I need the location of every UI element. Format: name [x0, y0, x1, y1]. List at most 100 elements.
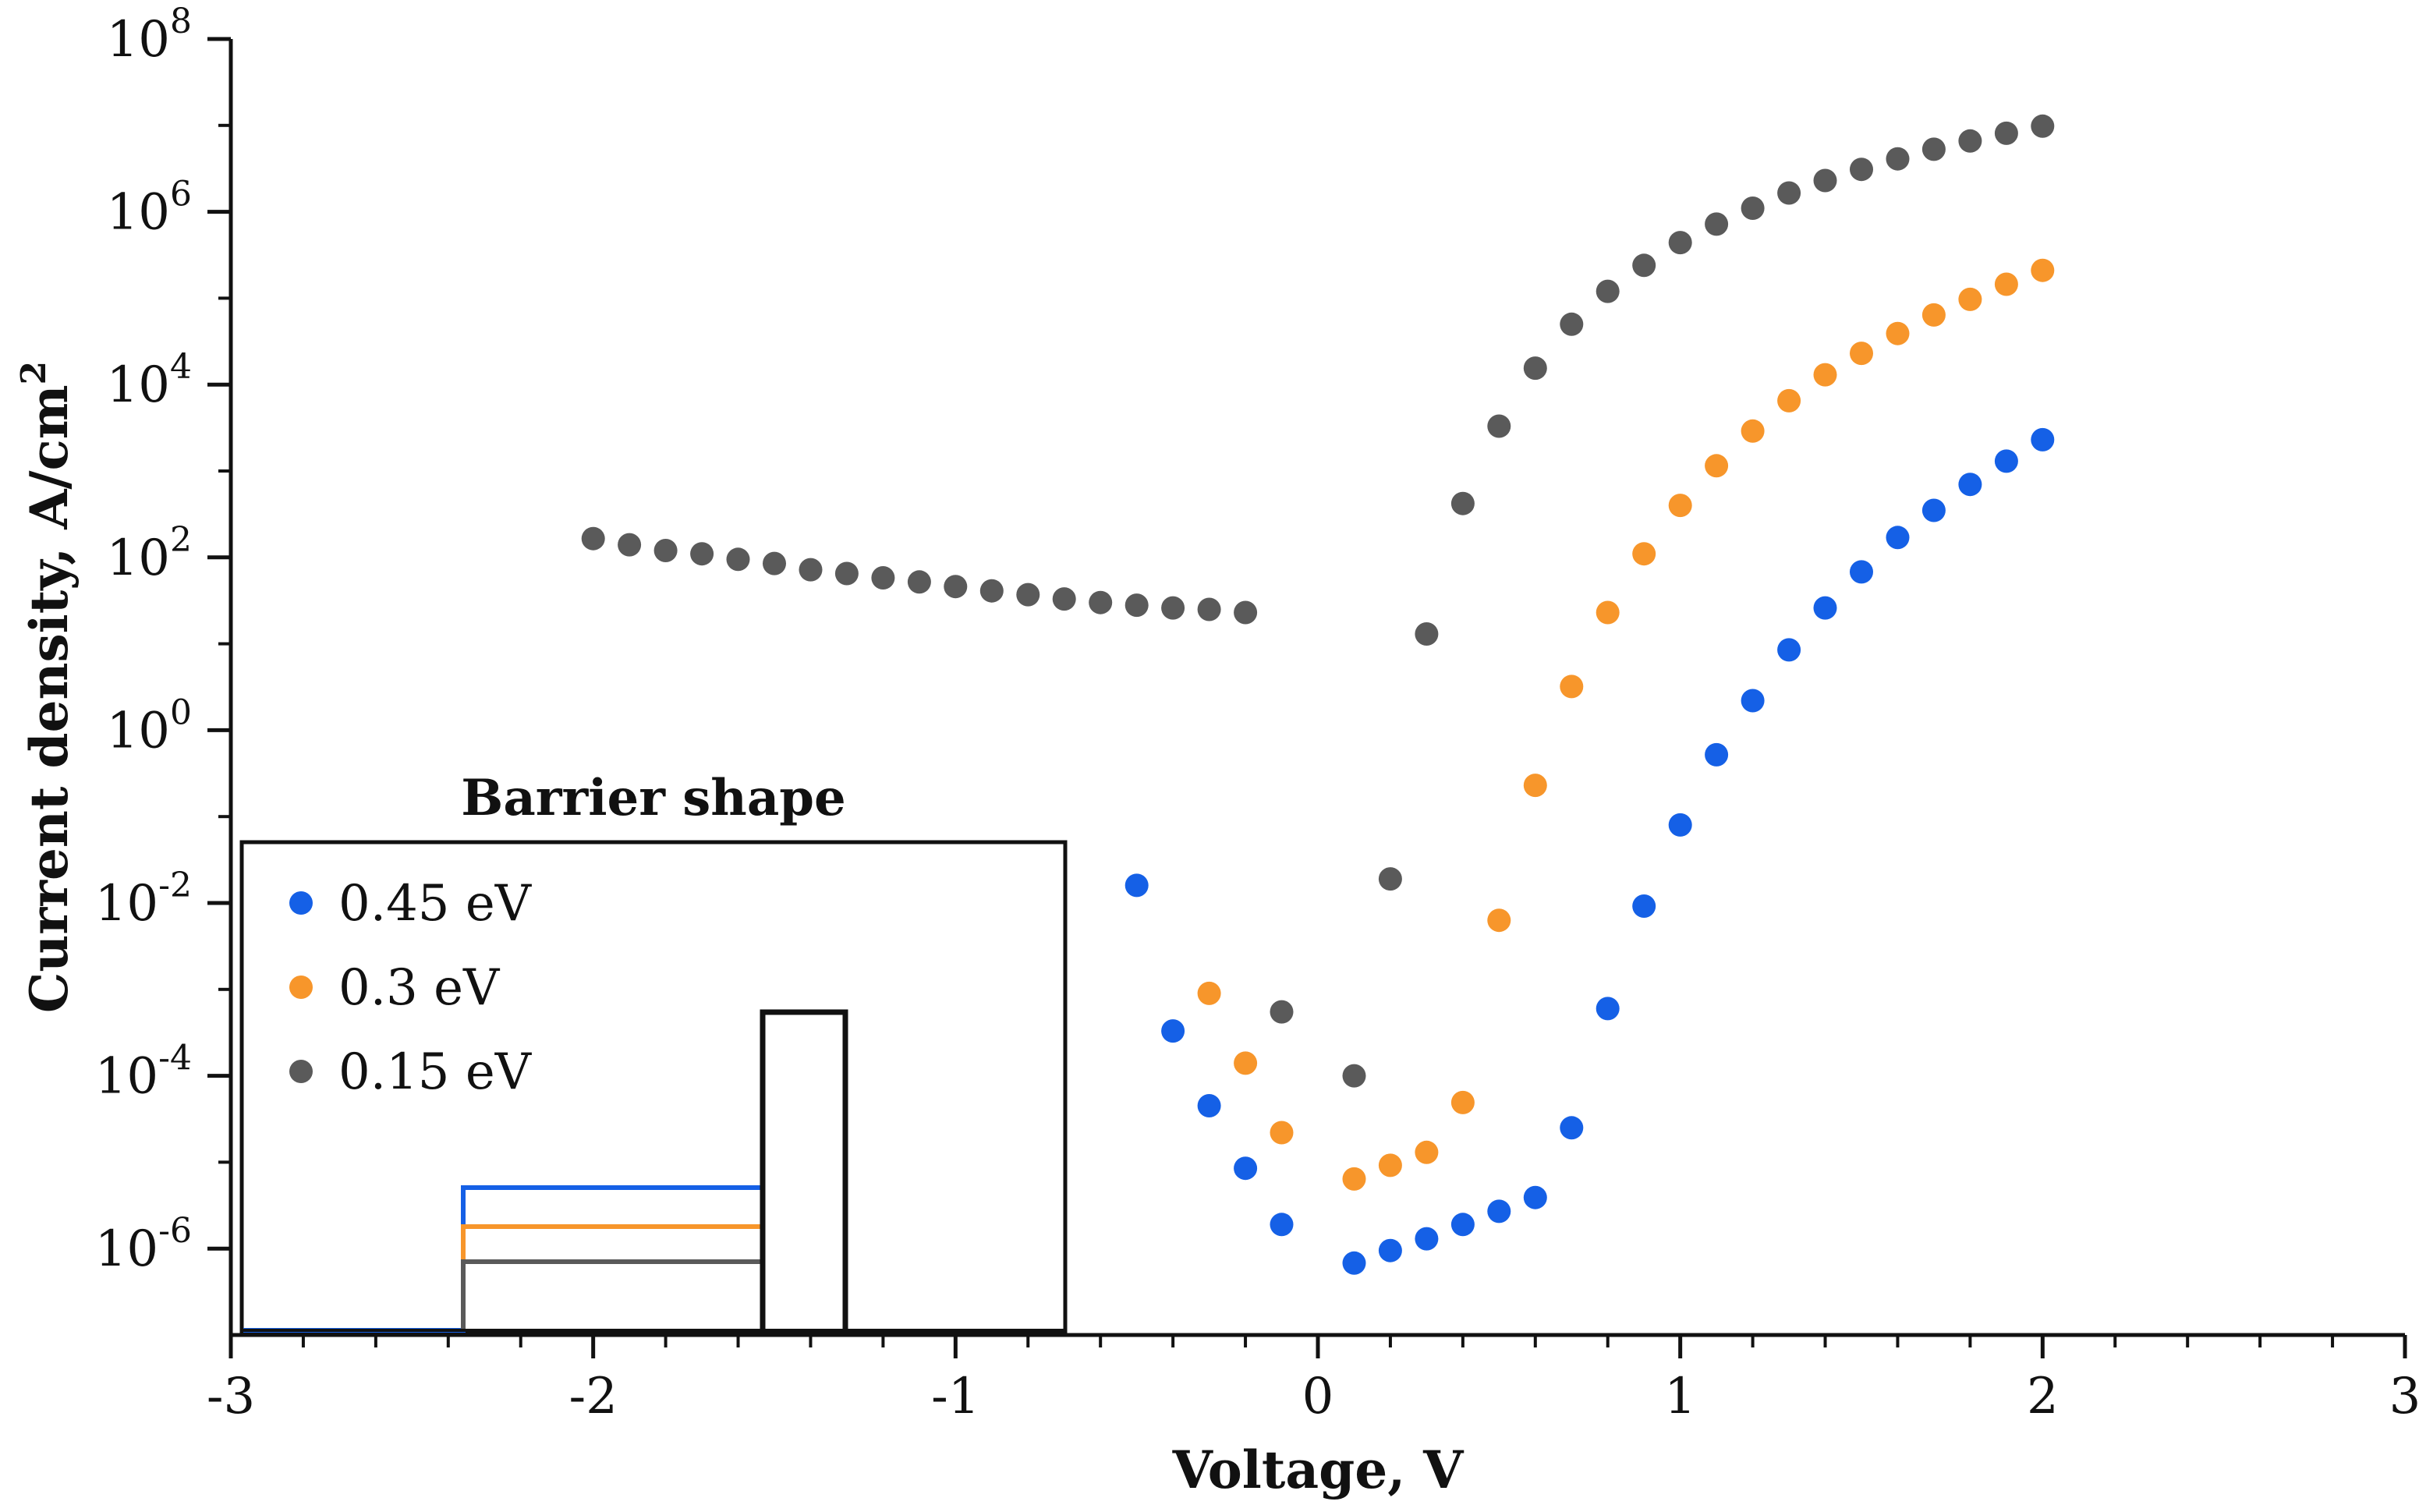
data-point — [1958, 287, 1982, 311]
data-point — [1958, 129, 1982, 153]
data-point — [1234, 1051, 1258, 1075]
data-point — [1197, 1094, 1221, 1117]
data-point — [1378, 1238, 1402, 1262]
data-point — [1741, 419, 1765, 443]
legend-title: Barrier shape — [461, 769, 846, 827]
y-tick-label-exponent: -4 — [158, 1039, 192, 1078]
data-point — [907, 570, 931, 594]
x-tick-label: 0 — [1302, 1368, 1334, 1425]
x-tick-label: 2 — [2027, 1368, 2059, 1425]
y-tick-label: 108 — [107, 2, 192, 69]
data-points — [581, 114, 2055, 1275]
data-point — [1813, 363, 1837, 387]
data-point — [979, 579, 1004, 603]
data-point — [1342, 1167, 1366, 1191]
data-point — [1632, 253, 1656, 278]
data-point — [1197, 981, 1221, 1005]
data-point — [1596, 997, 1620, 1021]
data-point — [1450, 1213, 1475, 1237]
y-tick-label-exponent: 6 — [170, 175, 192, 214]
y-tick-label: 10-2 — [95, 866, 192, 933]
data-point — [1161, 596, 1185, 620]
data-point — [1777, 181, 1801, 205]
legend: Barrier shape 0.45 eV 0.3 eV 0.15 eV — [239, 769, 1068, 1334]
data-point — [1668, 494, 1692, 518]
y-tick-label-exponent: -6 — [158, 1211, 192, 1251]
y-axis-title-superscript: 2 — [14, 361, 54, 385]
data-point — [653, 539, 678, 562]
data-point — [1124, 593, 1149, 618]
x-tick-label: 1 — [1664, 1368, 1696, 1425]
legend-marker — [289, 976, 313, 999]
data-point — [1270, 1000, 1294, 1024]
data-point — [1705, 212, 1729, 236]
legend-box — [239, 840, 1068, 1334]
data-point — [1560, 675, 1584, 699]
data-point — [1089, 590, 1113, 614]
y-tick-label-exponent: 4 — [170, 347, 192, 387]
data-point — [1596, 600, 1620, 625]
data-point — [1886, 321, 1910, 345]
y-tick-label: 10-6 — [95, 1211, 192, 1278]
data-point — [726, 547, 750, 572]
x-axis-title: Voltage, V — [1172, 1439, 1465, 1500]
data-point — [1487, 1199, 1511, 1223]
data-point — [1487, 414, 1511, 438]
data-point — [1850, 342, 1873, 366]
data-point — [1632, 894, 1656, 918]
data-point — [763, 551, 786, 575]
data-point — [1668, 231, 1692, 255]
data-point — [1813, 596, 1837, 620]
data-point — [1813, 168, 1837, 193]
data-point — [1921, 303, 1946, 327]
data-point — [1668, 813, 1692, 837]
data-point — [1994, 272, 2018, 296]
data-point — [1560, 312, 1584, 336]
data-point — [1921, 137, 1946, 161]
y-tick-label-exponent: -2 — [158, 866, 192, 905]
x-tick-label: -1 — [931, 1368, 979, 1425]
data-point — [1415, 1227, 1439, 1251]
data-point — [944, 575, 968, 599]
data-point — [1124, 873, 1149, 898]
x-tick-label: -2 — [568, 1368, 617, 1425]
data-point — [799, 558, 823, 582]
y-tick-label-exponent: 2 — [170, 520, 192, 560]
data-point — [1197, 597, 1221, 621]
data-point — [1415, 1140, 1439, 1164]
y-tick-label: 106 — [107, 175, 192, 242]
x-tick-labels: -3 -2 -1 0 1 2 3 — [207, 1368, 2419, 1425]
data-point — [1523, 774, 1547, 798]
data-point — [1777, 388, 1801, 413]
data-point — [1741, 197, 1765, 220]
y-tick-label-exponent: 8 — [170, 2, 192, 41]
y-tick-label-base: 10 — [107, 356, 170, 414]
y-tick-label-base: 10 — [95, 1048, 158, 1106]
data-point — [834, 561, 859, 586]
x-ticks — [228, 1335, 2407, 1358]
data-point — [1234, 1156, 1258, 1181]
data-point — [1270, 1213, 1294, 1237]
legend-entries: 0.45 eV 0.3 eV 0.15 eV — [289, 875, 533, 1101]
data-point — [1886, 526, 1910, 550]
y-tick-label-base: 10 — [107, 11, 170, 69]
data-point — [2031, 258, 2055, 282]
y-tick-label-base: 10 — [95, 875, 158, 933]
data-point — [1596, 279, 1620, 303]
barrier-rectangle — [760, 1009, 848, 1330]
x-tick-label: -3 — [207, 1368, 255, 1425]
legend-marker — [289, 891, 313, 915]
data-point — [1741, 689, 1765, 713]
y-tick-label-base: 10 — [107, 184, 170, 242]
data-point — [1234, 600, 1258, 625]
data-point — [1777, 638, 1801, 662]
data-point — [1378, 1153, 1402, 1177]
data-point — [1994, 121, 2018, 145]
data-point — [1523, 356, 1547, 381]
data-point — [1052, 587, 1076, 611]
data-point — [581, 526, 605, 551]
data-point — [618, 533, 642, 557]
